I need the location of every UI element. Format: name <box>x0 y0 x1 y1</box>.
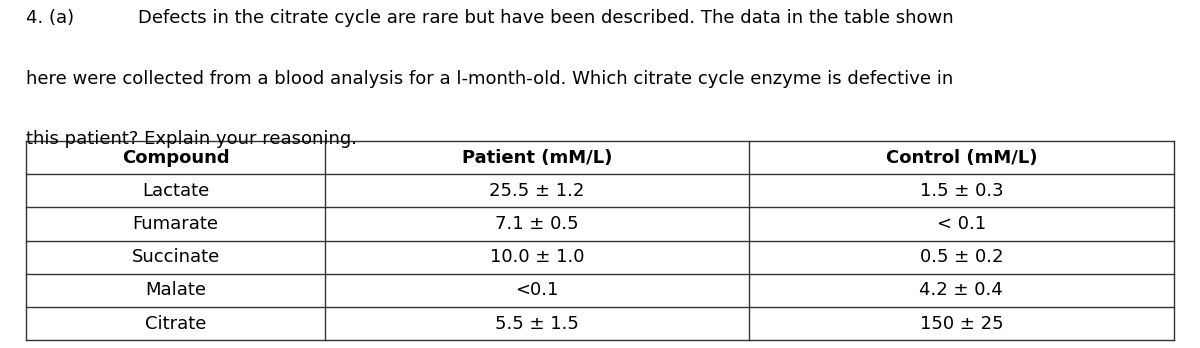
Text: 10.0 ± 1.0: 10.0 ± 1.0 <box>490 248 584 266</box>
Text: Defects in the citrate cycle are rare but have been described. The data in the t: Defects in the citrate cycle are rare bu… <box>138 9 954 27</box>
Text: Patient (mM/L): Patient (mM/L) <box>462 149 612 167</box>
Text: here were collected from a blood analysis for a l-month-old. Which citrate cycle: here were collected from a blood analysi… <box>26 70 954 88</box>
Text: < 0.1: < 0.1 <box>937 215 986 233</box>
Text: 4. (a): 4. (a) <box>26 9 74 27</box>
Text: Succinate: Succinate <box>132 248 220 266</box>
Text: 25.5 ± 1.2: 25.5 ± 1.2 <box>490 182 584 200</box>
Text: 1.5 ± 0.3: 1.5 ± 0.3 <box>919 182 1003 200</box>
Text: 150 ± 25: 150 ± 25 <box>919 315 1003 333</box>
Text: Fumarate: Fumarate <box>132 215 218 233</box>
Text: 4.2 ± 0.4: 4.2 ± 0.4 <box>919 282 1003 300</box>
Text: Citrate: Citrate <box>145 315 206 333</box>
Text: 5.5 ± 1.5: 5.5 ± 1.5 <box>494 315 578 333</box>
Text: <0.1: <0.1 <box>515 282 558 300</box>
Text: 0.5 ± 0.2: 0.5 ± 0.2 <box>919 248 1003 266</box>
Text: 7.1 ± 0.5: 7.1 ± 0.5 <box>496 215 578 233</box>
Text: Malate: Malate <box>145 282 206 300</box>
Text: this patient? Explain your reasoning.: this patient? Explain your reasoning. <box>26 130 358 149</box>
Text: Lactate: Lactate <box>142 182 209 200</box>
Text: Compound: Compound <box>121 149 229 167</box>
Text: Control (mM/L): Control (mM/L) <box>886 149 1037 167</box>
